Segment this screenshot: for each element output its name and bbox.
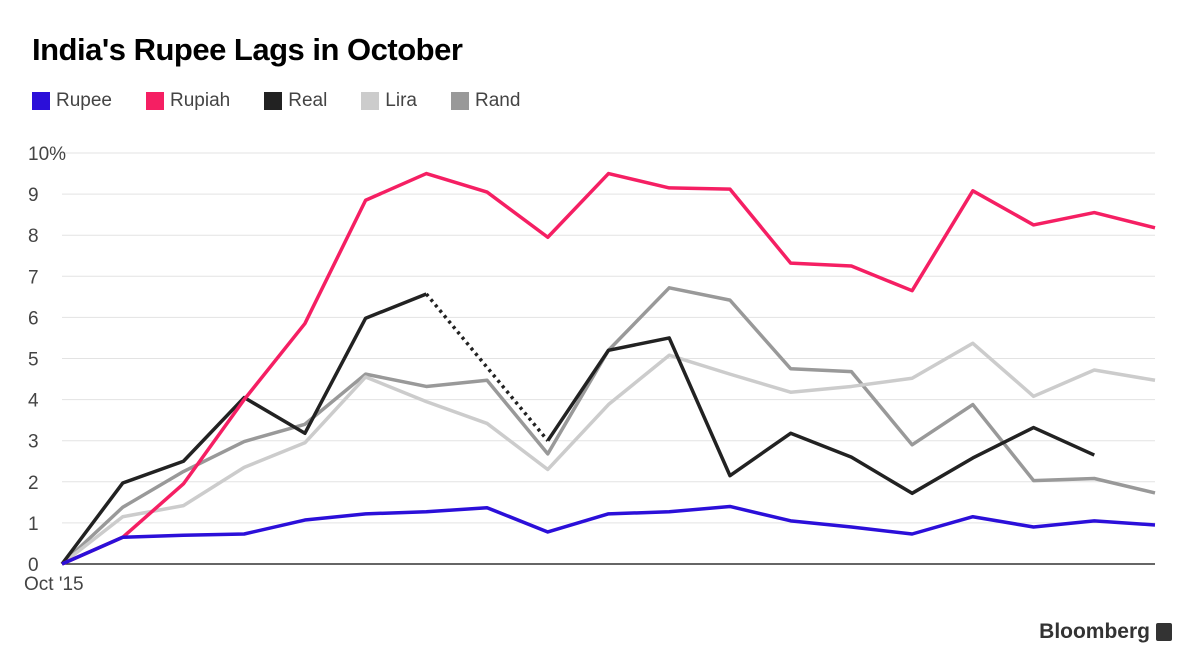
legend-swatch <box>32 92 50 110</box>
legend: Rupee Rupiah Real Lira Rand <box>32 90 554 112</box>
y-tick-label: 3 <box>28 432 39 453</box>
logo-text: Bloomberg <box>1039 620 1150 643</box>
series-line-lira <box>60 341 1156 566</box>
legend-item-real: Real <box>264 90 327 112</box>
y-tick-label: 10% <box>28 144 66 165</box>
legend-label: Rupee <box>56 90 112 111</box>
legend-swatch <box>361 92 380 110</box>
y-tick-label: 4 <box>28 391 39 412</box>
legend-label: Real <box>288 90 328 111</box>
bloomberg-chart-icon <box>1156 623 1172 641</box>
y-tick-label: 5 <box>28 350 39 371</box>
series-line-rupiah <box>61 171 1156 566</box>
series-line-rupee <box>61 504 1156 566</box>
legend-swatch <box>264 92 283 110</box>
legend-swatch <box>146 92 164 110</box>
y-tick-label: 7 <box>28 267 39 288</box>
y-tick-label: 9 <box>28 185 39 206</box>
legend-swatch <box>450 92 469 110</box>
legend-item-rupee: Rupee <box>32 90 112 112</box>
legend-label: Rupiah <box>170 90 231 111</box>
legend-label: Rand <box>474 90 521 111</box>
bloomberg-logo: Bloomberg <box>1039 620 1172 644</box>
legend-label: Lira <box>385 90 417 111</box>
series-line-real <box>546 336 1096 496</box>
series-gap-real <box>424 292 550 442</box>
y-tick-label: 6 <box>28 308 39 329</box>
y-tick-label: 8 <box>28 226 39 247</box>
chart-title: India's Rupee Lags in October <box>32 32 463 67</box>
y-tick-label: 1 <box>28 514 39 535</box>
legend-item-lira: Lira <box>361 90 417 112</box>
x-tick-label: Oct '15 <box>24 574 84 595</box>
legend-item-rupiah: Rupiah <box>146 90 230 112</box>
y-tick-label: 0 <box>28 555 39 576</box>
y-tick-label: 2 <box>28 473 39 494</box>
legend-item-rand: Rand <box>450 90 521 112</box>
